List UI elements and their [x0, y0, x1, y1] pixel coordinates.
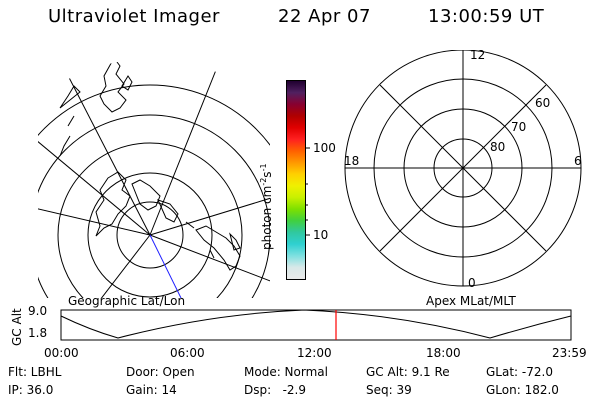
altitude-xtick-1800: 18:00 — [426, 346, 461, 360]
info-door: Door: Open — [126, 365, 195, 379]
altitude-xtick-2359: 23:59 — [552, 346, 587, 360]
mlt-label-12: 12 — [470, 48, 486, 62]
magnetic-map — [344, 50, 582, 287]
header-date: 22 Apr 07 — [278, 6, 371, 27]
info-seq: Seq: 39 — [366, 383, 412, 397]
info-flt: Flt: LBHL — [8, 365, 62, 379]
colorbar-tick-100: 100 — [313, 141, 336, 155]
mlt-label-18: 18 — [344, 154, 360, 168]
info-gain: Gain: 14 — [126, 383, 177, 397]
mlt-label-6: 6 — [574, 154, 582, 168]
geographic-map — [38, 59, 270, 298]
mlat-label-60: 60 — [535, 96, 551, 110]
colorbar-unit-label: photon cm-2s-1 — [259, 163, 274, 250]
mlat-label-70: 70 — [511, 120, 527, 134]
info-glat: GLat: -72.0 — [486, 365, 553, 379]
altitude-plot — [60, 309, 572, 341]
spacecraft-track-line — [149, 234, 183, 298]
colorbar-ticks — [306, 147, 310, 236]
magnetic-map-caption: Apex MLat/MLT — [426, 294, 516, 308]
altitude-xtick-0600: 06:00 — [170, 346, 205, 360]
colorbar — [286, 80, 306, 280]
info-ip: IP: 36.0 — [8, 383, 54, 397]
altitude-ytick-9: 9.0 — [28, 304, 48, 318]
mlt-label-0: 0 — [468, 276, 476, 290]
header-time: 13:00:59 UT — [428, 6, 545, 27]
altitude-ytick-1-8: 1.8 — [28, 326, 48, 340]
altitude-plot-ylabel: GC Alt — [10, 308, 24, 346]
info-mode: Mode: Normal — [244, 365, 328, 379]
mlat-label-80: 80 — [490, 140, 506, 154]
geographic-map-caption: Geographic Lat/Lon — [68, 294, 186, 308]
info-gc-alt: GC Alt: 9.1 Re — [366, 365, 450, 379]
page-title: Ultraviolet Imager — [48, 6, 220, 27]
info-glon: GLon: 182.0 — [486, 383, 559, 397]
colorbar-gradient — [287, 81, 305, 279]
altitude-xtick-1200: 12:00 — [297, 346, 332, 360]
altitude-xtick-0000: 00:00 — [44, 346, 79, 360]
info-dsp: Dsp: -2.9 — [244, 383, 307, 397]
colorbar-tick-10: 10 — [313, 228, 329, 242]
